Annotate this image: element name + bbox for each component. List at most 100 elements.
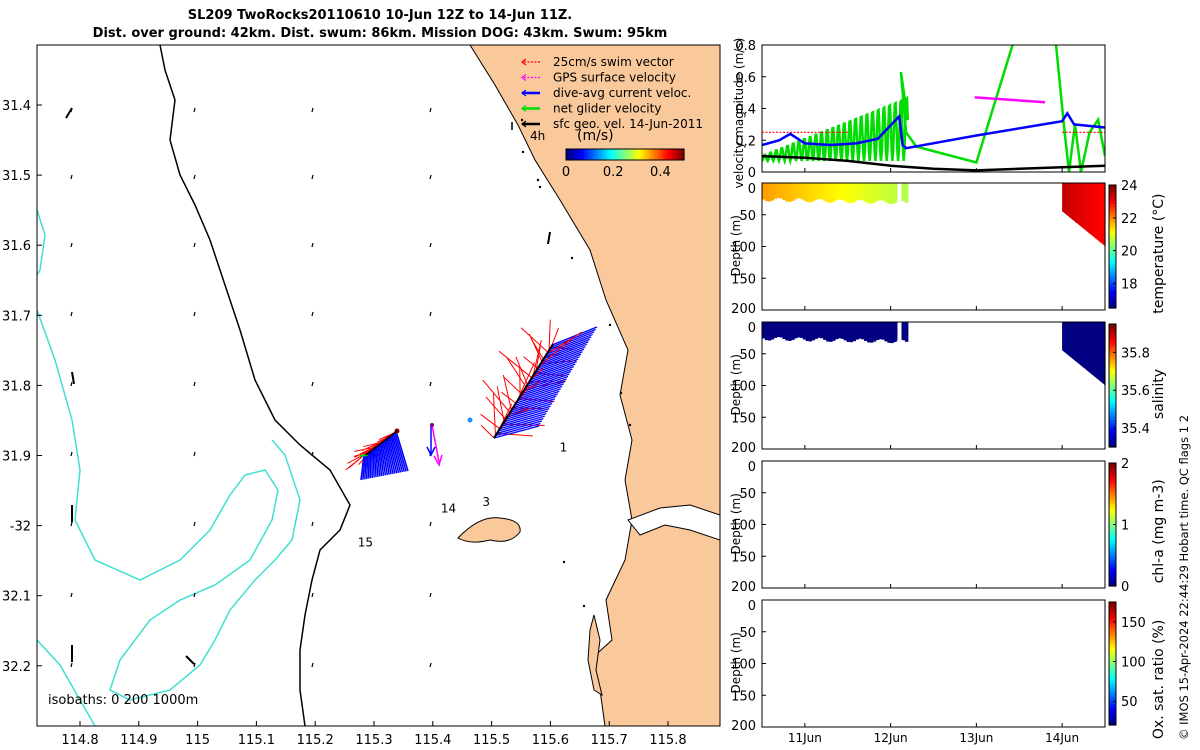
- section-y-tick-label: 150: [731, 411, 756, 426]
- section-y-tick-label: 100: [731, 380, 756, 395]
- section-cell: [808, 183, 813, 203]
- section-cell: [904, 183, 909, 203]
- map-colorbar-cell: [583, 149, 588, 160]
- map-x-tick-label: 115.6: [532, 733, 569, 748]
- dive-avg-vector: [373, 447, 377, 478]
- salinity-section-colorbar-cell: [1109, 428, 1116, 433]
- section-cell: [1085, 183, 1087, 231]
- temperature-section-colorbar-cell: [1109, 191, 1116, 195]
- map-y-tick-label: 31.7: [2, 309, 31, 324]
- swim-vector: [354, 446, 375, 452]
- map-colorbar-cell: [586, 149, 591, 160]
- section-cell: [1072, 322, 1074, 359]
- islet: [608, 323, 612, 327]
- section-cell: [1084, 322, 1086, 369]
- section-cell: [1092, 322, 1094, 375]
- chl-section-colorbar-cell: [1109, 490, 1116, 495]
- temperature-section-colorbar-cell: [1109, 277, 1116, 281]
- map-colorbar-cell: [598, 149, 602, 160]
- salinity-section-colorbar-cell: [1109, 379, 1116, 384]
- velocity-y-label: velocity magnitude (m/s): [732, 38, 746, 189]
- temperature-section-colorbar-label: temperature (°C): [1151, 194, 1167, 314]
- section-cell: [1063, 183, 1066, 213]
- salinity-section-colorbar-cell: [1109, 382, 1116, 387]
- section-y-tick-label: 50: [739, 487, 756, 502]
- sfc-geo-arrow: [429, 311, 432, 317]
- section-cell: [1082, 322, 1085, 368]
- chl-section-colorbar-cell: [1109, 518, 1116, 523]
- section-cell: [1094, 322, 1097, 378]
- section-y-tick-label: 150: [731, 550, 756, 565]
- map-y-tick-label: 31.8: [2, 379, 31, 394]
- oxygen-section-colorbar-cell: [1109, 703, 1116, 708]
- chl-section-colorbar-cell: [1109, 555, 1116, 559]
- swim-vector: [496, 386, 505, 422]
- oxygen-section-colorbar-cell: [1109, 608, 1116, 612]
- salinity-section-colorbar-cell: [1109, 434, 1116, 439]
- temperature-section-colorbar-cell: [1109, 228, 1116, 232]
- section-cell: [802, 322, 807, 340]
- section-cell: [1076, 322, 1079, 363]
- oxygen-section-colorbar-cell: [1109, 660, 1116, 665]
- sfc-geo-arrow: [193, 662, 196, 668]
- section-cell: [1074, 183, 1076, 222]
- salinity-section-colorbar-frame: [1108, 323, 1117, 448]
- dive-avg-vector: [528, 365, 575, 383]
- section-cell: [1082, 183, 1085, 229]
- dive-avg-vector: [364, 453, 368, 480]
- salinity-section-colorbar-cell: [1109, 425, 1116, 430]
- section-cell: [1088, 322, 1091, 373]
- temperature-section-colorbar-cell: [1109, 185, 1116, 189]
- map-colorbar-cell: [675, 149, 679, 160]
- salinity-section-colorbar-cell: [1109, 403, 1116, 408]
- oxygen-section-colorbar-cell: [1109, 611, 1116, 615]
- swim-vector: [363, 442, 381, 448]
- section-cell: [852, 322, 856, 342]
- map-colorbar-cell: [616, 149, 620, 160]
- section-cell: [814, 183, 818, 200]
- sfc-geo-arrow-large: [71, 371, 75, 385]
- sfc-geo-arrow-large: [65, 107, 73, 119]
- section-cell: [840, 322, 845, 339]
- sfc-geo-arrow: [70, 174, 73, 180]
- gps-arrowhead-14: [433, 454, 443, 467]
- section-cell: [782, 322, 786, 339]
- section-cell: [1071, 322, 1074, 359]
- section-cell: [779, 183, 783, 199]
- temperature-section-colorbar-cell: [1109, 268, 1116, 272]
- dive-avg-vector: [537, 351, 583, 369]
- section-cell: [805, 183, 810, 202]
- chl-section-colorbar-cell: [1109, 564, 1116, 569]
- section-y-tick-label: 150: [731, 689, 756, 704]
- swim-vector: [505, 356, 527, 388]
- section-y-tick-label: 0: [748, 599, 756, 614]
- swim-vector: [503, 376, 522, 395]
- dive-avg-vector: [519, 380, 566, 397]
- dive-avg-vector: [514, 390, 560, 407]
- section-cell: [797, 183, 801, 199]
- section-cell: [875, 322, 880, 340]
- section-cell: [1093, 322, 1095, 376]
- chl-section-colorbar-cell: [1109, 487, 1116, 492]
- dive-avg-vector: [521, 378, 567, 395]
- salinity-section-colorbar-cell: [1109, 324, 1116, 328]
- map-legend: 25cm/s swim vector GPS surface velocitydi…: [511, 55, 703, 144]
- sfc-geo-arrow: [311, 174, 314, 180]
- legend-arrowhead: [521, 89, 527, 97]
- section-cell: [884, 322, 888, 342]
- sfc-geo-arrow: [311, 451, 314, 457]
- dive-avg-vector: [540, 346, 586, 365]
- dive-avg-vector: [544, 338, 590, 358]
- section-cell: [832, 322, 836, 341]
- oxygen-section-colorbar-cell: [1109, 675, 1116, 680]
- swim-vector: [485, 396, 506, 420]
- sfc-geo-arrow: [311, 311, 314, 317]
- scale-arrow-label: 4h: [530, 129, 545, 143]
- section-cell: [855, 322, 859, 340]
- section-cell: [794, 183, 798, 200]
- section-cell: [764, 183, 769, 202]
- temperature-section-colorbar-cell: [1109, 249, 1116, 254]
- section-cell: [832, 183, 836, 202]
- swim-vector: [498, 350, 533, 378]
- dive-avg-vector: [376, 445, 381, 477]
